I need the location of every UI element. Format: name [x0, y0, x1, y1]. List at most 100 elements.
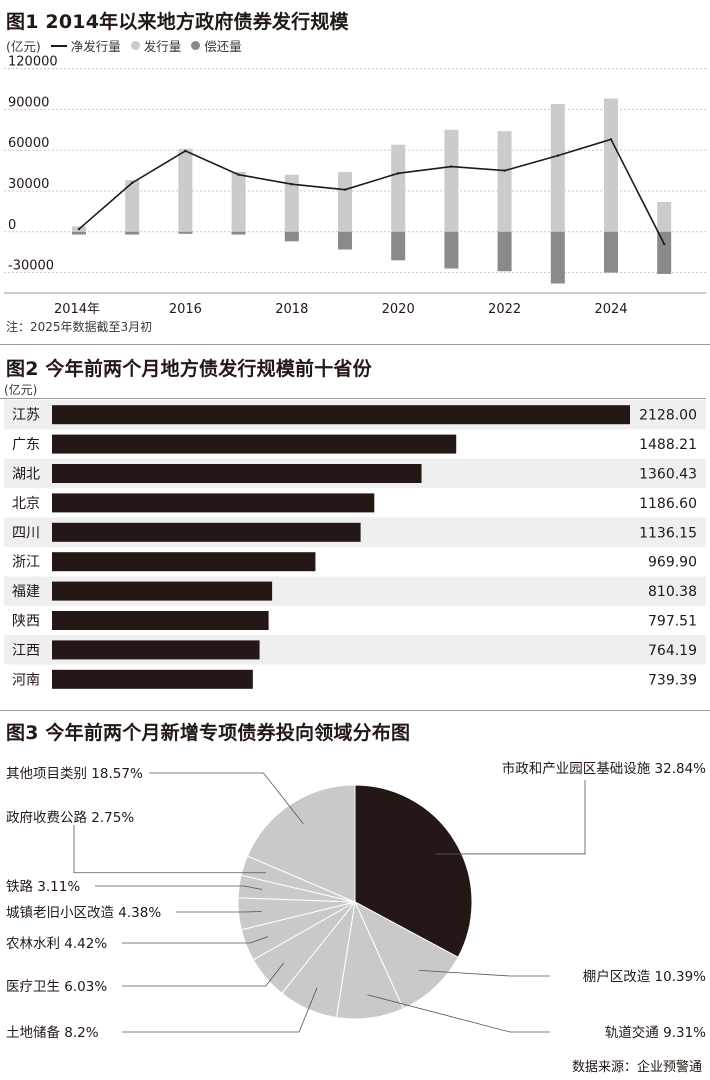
pie-label-pct: 6.03%	[64, 979, 107, 995]
repay-bar-2022	[497, 231, 512, 272]
province-value: 810.38	[648, 584, 697, 600]
chart1-plot: 120000 90000 60000 30000 0 -30000 2014年 2016 201…	[4, 55, 706, 317]
net-point-2015	[131, 181, 134, 185]
data-source: 数据来源：企业预警通	[571, 1060, 702, 1075]
repay-bar-2016	[178, 231, 193, 234]
pie-label-name: 轨道交通	[605, 1024, 663, 1041]
repay-bar-2025	[657, 231, 672, 274]
province-value: 1136.15	[639, 525, 697, 541]
pie-leader-line	[95, 885, 263, 890]
pie-label: 农林水利 4.42%	[6, 936, 107, 952]
pie-label-pct: 4.38%	[118, 905, 161, 921]
chart3-plot: 市政和产业园区基础设施 32.84% 棚户区改造 10.39% 轨道交通 9.31%…	[6, 760, 706, 1041]
province-label: 广东	[12, 437, 40, 453]
legend-repay-label: 偿还量	[204, 39, 242, 54]
province-label: 河南	[12, 672, 40, 688]
y-tick-label: 90000	[8, 95, 49, 110]
chart3-title: 图3 今年前两个月新增专项债券投向领域分布图	[6, 722, 411, 744]
net-point-2021	[450, 165, 453, 168]
issue-bar-2024	[604, 98, 618, 232]
chart2-unit: (亿元)	[4, 383, 38, 397]
pie-label-name: 城镇老旧小区改造	[6, 905, 118, 921]
pie-leader-line	[149, 772, 304, 825]
pie-label-pct: 4.42%	[64, 936, 107, 952]
pie-label: 市政和产业园区基础设施 32.84%	[502, 760, 706, 777]
section-divider-2	[0, 710, 710, 711]
x-tick-label: 2014年	[54, 302, 100, 317]
legend-net-label: 净发行量	[70, 39, 121, 54]
chart1-unit: (亿元)	[6, 39, 41, 54]
net-line-swatch	[50, 44, 67, 47]
section-divider-1	[0, 344, 710, 345]
x-tick-label: 2024	[594, 302, 627, 317]
x-tick-label: 2020	[382, 302, 415, 317]
repay-bar-2021	[444, 231, 459, 269]
pie-label-pct: 8.2%	[64, 1025, 98, 1041]
repay-bar-2024	[604, 231, 618, 273]
issue-bar-2016	[178, 148, 193, 232]
pie-label-name: 铁路	[6, 879, 37, 895]
pie-slice	[353, 900, 459, 1010]
y-tick-label: 60000	[8, 136, 49, 151]
repay-bar-2020	[391, 231, 406, 261]
province-value: 2128.00	[639, 408, 697, 424]
pie-label-name: 市政和产业园区基础设施	[502, 760, 655, 777]
province-label: 陕西	[12, 614, 40, 630]
pie-label: 棚户区改造 10.39%	[583, 968, 706, 985]
issue-bar-2017	[231, 171, 246, 232]
province-bar	[52, 434, 457, 454]
issue-bar-2025	[657, 201, 672, 232]
legend-item-issue: 发行量	[130, 36, 182, 55]
issue-bar-2023	[550, 103, 565, 232]
chart1-note: 注：2025年数据截至3月初	[6, 320, 153, 334]
net-point-2017	[237, 173, 240, 176]
province-bar	[52, 405, 630, 425]
pie-leader-line	[367, 994, 550, 1033]
pie-label-pct: 9.31%	[663, 1025, 706, 1041]
pie-leader-line	[435, 780, 586, 855]
province-bar	[52, 611, 269, 630]
net-point-2018	[290, 183, 293, 186]
issue-bar-2021	[444, 129, 459, 232]
pie-label: 土地储备 8.2%	[6, 1024, 99, 1041]
legend-item-net: 净发行量	[50, 36, 121, 55]
legend-issue-label: 发行量	[143, 39, 182, 54]
net-point-2023	[556, 154, 559, 157]
province-bar	[52, 552, 316, 572]
net-point-2019	[343, 188, 347, 191]
net-issuance-line	[78, 138, 665, 245]
pie-label-name: 土地储备	[6, 1024, 64, 1041]
issue-bar-2015	[125, 180, 140, 232]
province-label: 江苏	[12, 408, 40, 424]
pie-label-pct: 18.57%	[91, 766, 143, 782]
pie-label-name: 农林水利	[6, 936, 64, 952]
pie-leader-line	[73, 825, 267, 874]
province-value: 969.90	[648, 555, 697, 571]
x-tick-label: 2022	[488, 302, 521, 317]
pie-leader-line	[122, 936, 269, 944]
repay-bar-2015	[125, 231, 140, 235]
province-value: 739.39	[648, 672, 697, 688]
pie-label: 铁路 3.11%	[6, 879, 80, 895]
pie-label: 医疗卫生 6.03%	[6, 979, 107, 995]
net-point-2025	[663, 242, 666, 246]
chart1-title: 图1 2014年以来地方政府债券发行规模	[6, 11, 349, 33]
province-label: 四川	[12, 525, 40, 541]
province-value: 1186.60	[639, 496, 697, 512]
province-label: 江西	[12, 643, 40, 659]
province-value: 764.19	[648, 643, 697, 659]
repay-bar-2023	[550, 231, 565, 284]
net-point-2022	[503, 169, 506, 172]
y-tick-label: 120000	[8, 55, 58, 70]
pie-label-name: 棚户区改造	[583, 968, 655, 985]
pie-label: 政府收费公路 2.75%	[6, 810, 134, 826]
repay-dot-swatch	[191, 41, 201, 50]
province-label: 福建	[12, 584, 40, 600]
pie-label: 其他项目类别 18.57%	[6, 766, 143, 782]
net-point-2024	[609, 138, 613, 141]
pie-label-pct: 3.11%	[37, 879, 80, 895]
repay-bar-2014	[72, 231, 86, 235]
province-bar	[52, 464, 422, 483]
pie-leader-line	[122, 987, 318, 1033]
pie-leader-line	[122, 962, 285, 987]
